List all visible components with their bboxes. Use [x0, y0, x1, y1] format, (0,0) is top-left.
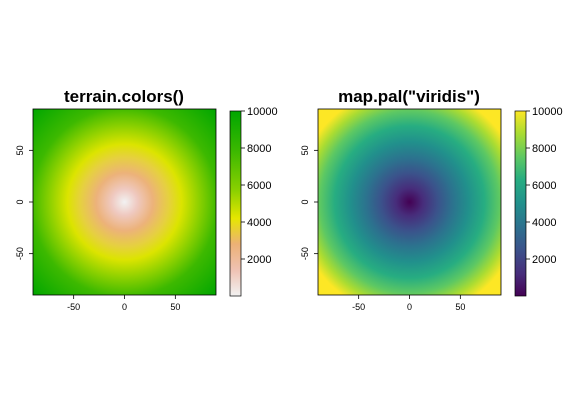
colorbar — [230, 111, 241, 296]
colorbar-tick-label: 6000 — [532, 180, 556, 192]
x-axis: -50 0 50 — [352, 295, 465, 312]
x-tick-label: -50 — [352, 302, 365, 312]
colorbar-ticks: 2000 4000 6000 8000 10000 — [241, 106, 278, 266]
x-tick-label: 0 — [407, 302, 412, 312]
colorbar-tick-label: 10000 — [247, 106, 278, 118]
colorbar-tick-label: 4000 — [532, 217, 556, 229]
x-tick-label: 50 — [455, 302, 465, 312]
x-tick-label: -50 — [67, 302, 80, 312]
y-axis: -50 0 50 — [15, 145, 33, 260]
y-tick-label: 50 — [15, 145, 25, 155]
panel-viridis: map.pal("viridis") -50 0 50 -50 0 50 2000 400… — [300, 87, 563, 312]
colorbar-frame — [229, 110, 242, 297]
colorbar-tick-label: 2000 — [247, 254, 271, 266]
heatmap-terrain — [33, 109, 216, 295]
colorbar-tick-label: 6000 — [247, 180, 271, 192]
x-tick-label: 50 — [170, 302, 180, 312]
y-axis: -50 0 50 — [300, 145, 318, 260]
colorbar-tick-label: 2000 — [532, 254, 556, 266]
chart-title: map.pal("viridis") — [338, 87, 480, 106]
colorbar-ticks: 2000 4000 6000 8000 10000 — [526, 106, 563, 266]
y-tick-label: -50 — [300, 247, 310, 260]
colorbar-tick-label: 10000 — [532, 106, 563, 118]
chart-title: terrain.colors() — [64, 87, 184, 106]
colorbar-tick-label: 8000 — [532, 143, 556, 155]
panel-terrain: terrain.colors() -50 0 50 -50 0 50 2000 4000 6… — [15, 87, 278, 312]
y-tick-label: -50 — [15, 247, 25, 260]
colorbar-tick-label: 4000 — [247, 217, 271, 229]
colorbar — [515, 111, 526, 296]
heatmap-viridis — [318, 109, 501, 295]
x-tick-label: 0 — [122, 302, 127, 312]
x-axis: -50 0 50 — [67, 295, 180, 312]
colorbar-frame — [514, 110, 527, 297]
y-tick-label: 0 — [300, 199, 310, 204]
colorbar-tick-label: 8000 — [247, 143, 271, 155]
y-tick-label: 50 — [300, 145, 310, 155]
y-tick-label: 0 — [15, 199, 25, 204]
